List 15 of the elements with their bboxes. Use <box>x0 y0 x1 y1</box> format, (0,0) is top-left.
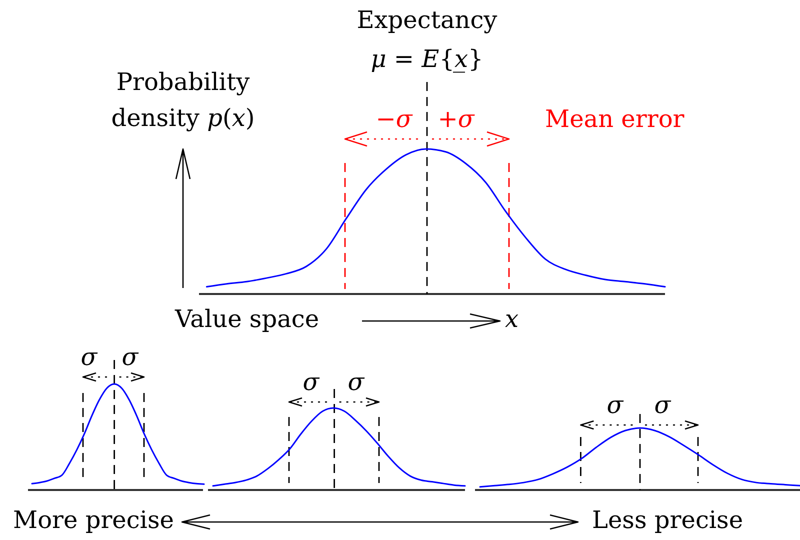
x-axis-title: Value space <box>174 305 320 333</box>
text: x <box>505 305 519 333</box>
text: Less precise <box>592 506 744 534</box>
text: σ <box>348 368 365 396</box>
text: σ <box>80 343 98 371</box>
text: +σ <box>438 105 475 133</box>
text: σ <box>122 343 139 371</box>
text: −σ <box>376 105 413 133</box>
text: More precise <box>13 506 174 534</box>
text: σ <box>654 391 672 419</box>
text: σ <box>606 391 624 419</box>
text: Expectancy μ = E{x̲} <box>356 6 498 73</box>
y-axis-title: Probability density p(x) <box>111 68 255 132</box>
text: σ <box>302 368 320 396</box>
text: Mean error <box>545 105 685 133</box>
